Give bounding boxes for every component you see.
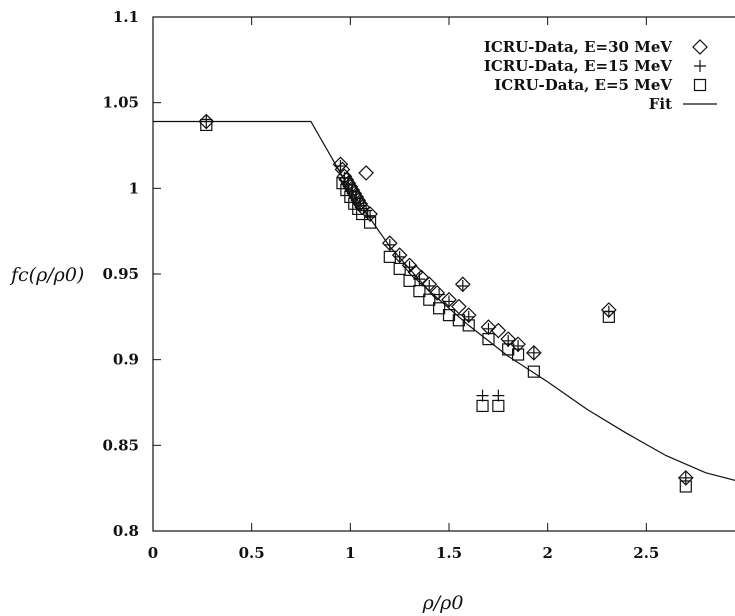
x-tick-label: 2 (542, 544, 552, 562)
y-tick-label: 1.05 (102, 94, 139, 112)
legend-label: ICRU-Data, E=30 MeV (484, 38, 673, 56)
x-axis-label: ρ/ρ0 (422, 592, 464, 614)
y-tick-label: 1.1 (113, 8, 139, 26)
data-point-square (476, 399, 489, 413)
data-point-square (413, 285, 426, 298)
data-point-plus (502, 334, 515, 347)
fit-layer (153, 120, 735, 482)
data-point-square (527, 365, 540, 378)
data-point-plus (527, 346, 540, 359)
data-point-square (393, 262, 406, 275)
fit-line (153, 120, 735, 482)
data-point-plus (443, 295, 455, 308)
legend-marker-diamond (692, 39, 708, 55)
data-point-square (433, 302, 446, 315)
y-tick-label: 0.85 (102, 436, 139, 454)
data-point-plus (482, 322, 495, 335)
data-point-square (511, 348, 525, 361)
data-point-square (363, 216, 377, 229)
data-point-square (383, 250, 396, 263)
data-point-diamond (677, 470, 694, 486)
x-tick-label: 0 (148, 544, 158, 562)
data-point-square (602, 310, 615, 323)
data-point-square (423, 293, 436, 306)
data-point-plus (200, 115, 213, 128)
data-point-plus (364, 209, 377, 222)
data-point-diamond (429, 284, 446, 301)
data-point-plus (334, 160, 347, 173)
plot-frame (152, 16, 735, 532)
data-point-square (403, 274, 416, 287)
data-point-diamond (413, 269, 430, 286)
legend-label: ICRU-Data, E=5 MeV (494, 76, 672, 94)
data-point-plus (383, 238, 396, 251)
data-point-diamond (490, 322, 507, 339)
legend-label: ICRU-Data, E=15 MeV (484, 57, 673, 75)
legend-marker-square (693, 78, 707, 92)
x-tick-label: 2.5 (633, 544, 659, 562)
data-point-diamond (358, 165, 374, 181)
data-point-square (356, 207, 369, 221)
data-point-square (200, 118, 213, 132)
data-point-plus (456, 279, 469, 292)
y-tick-label: 0.8 (113, 522, 139, 540)
y-tick-label: 0.95 (102, 265, 139, 283)
y-tick-label: 0.9 (113, 351, 139, 369)
data-point-plus (679, 471, 692, 484)
data-point-square (344, 190, 357, 203)
legend-marker-plus (694, 60, 706, 72)
data-points (198, 113, 694, 493)
data-point-diamond (451, 298, 467, 315)
x-tick-label: 1 (345, 544, 355, 562)
data-point-square (336, 177, 349, 190)
y-tick-label: 1 (129, 179, 139, 197)
data-point-square (340, 183, 353, 197)
data-point-square (492, 399, 505, 413)
data-point-plus (492, 389, 505, 402)
y-axis-label: fc(ρ/ρ0) (9, 264, 84, 286)
data-point-square (462, 319, 475, 332)
x-tick-label: 0.5 (239, 544, 265, 562)
data-point-square (482, 333, 495, 346)
legend-label: Fit (649, 95, 672, 113)
x-tick-label: 1.5 (436, 544, 462, 562)
data-point-plus (476, 389, 489, 402)
data-point-diamond (526, 344, 542, 361)
data-point-square (679, 480, 692, 493)
